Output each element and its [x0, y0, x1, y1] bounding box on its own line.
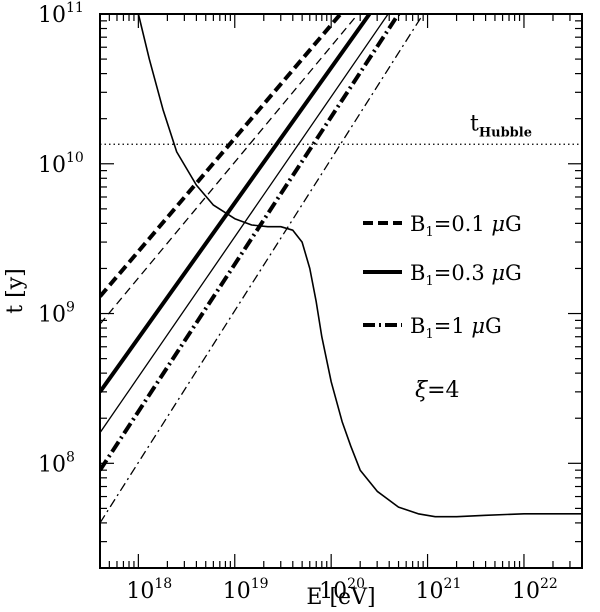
- svg-text:tHubble: tHubble: [470, 111, 532, 140]
- svg-text:B1=1 μG: B1=1 μG: [410, 314, 502, 342]
- series-line-dashed-thin: [100, 14, 359, 325]
- xi-annotation: ξ=4: [415, 378, 460, 403]
- y-tick-label: 1010: [38, 150, 84, 178]
- legend: B1=0.1 μG B1=0.3 μG B1=1 μG: [363, 212, 522, 342]
- y-tick-label: 1011: [38, 0, 84, 28]
- series-line-solid-medium: [137, 14, 582, 518]
- x-tick-label: 1019: [223, 576, 269, 604]
- series-line-solid-thin: [100, 14, 389, 434]
- tick-labels: 1018 1019 1020 1021 1022 108 109 1010 1011: [38, 0, 558, 604]
- plot-frame: [99, 13, 583, 569]
- y-axis-label: t [y]: [3, 268, 28, 313]
- series-line-dashdot-thick: [100, 14, 401, 472]
- x-tick-label: 1022: [512, 576, 558, 604]
- x-tick-label: 1021: [416, 576, 462, 604]
- series-line-dashed-thick: [100, 14, 343, 298]
- legend-item-dashed: B1=0.1 μG: [363, 212, 522, 240]
- legend-item-solid: B1=0.3 μG: [363, 261, 522, 289]
- legend-item-dashdot: B1=1 μG: [363, 314, 502, 342]
- hubble-label-t: t: [470, 111, 479, 136]
- svg-text:B1=0.1 μG: B1=0.1 μG: [410, 212, 522, 240]
- axis-ticks: [99, 13, 583, 569]
- hubble-label: tHubble: [470, 111, 532, 140]
- x-tick-label: 1018: [126, 576, 172, 604]
- y-tick-label: 109: [38, 300, 75, 328]
- series-lines: [100, 14, 582, 524]
- series-line-dashdot-thin: [100, 14, 424, 524]
- x-axis-label: E [eV]: [306, 585, 375, 610]
- hubble-label-sub: Hubble: [479, 125, 532, 140]
- series-line-solid-thick: [100, 14, 372, 394]
- y-tick-label: 108: [38, 449, 75, 477]
- svg-text:B1=0.3 μG: B1=0.3 μG: [410, 261, 522, 289]
- x-tick-label: 1020: [319, 576, 365, 604]
